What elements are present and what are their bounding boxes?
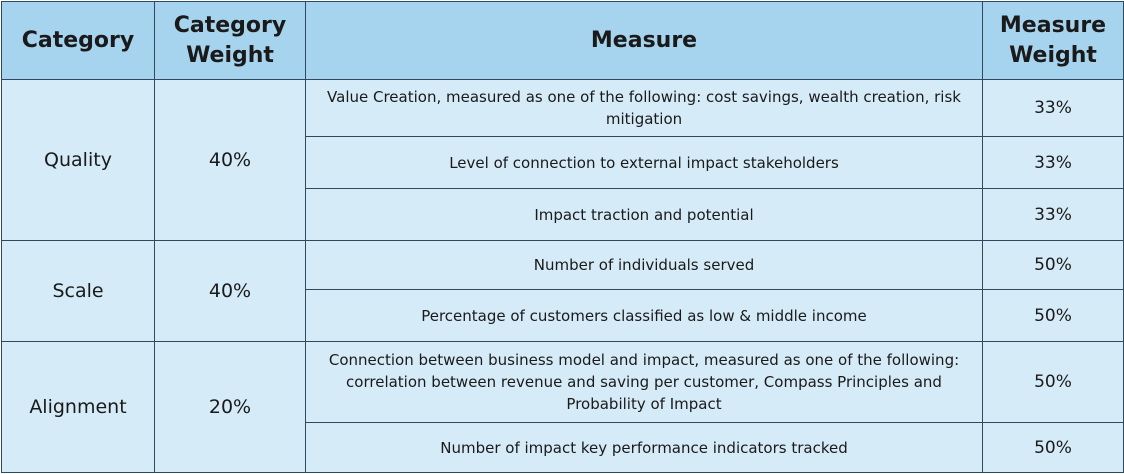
header-category: Category	[1, 1, 155, 80]
header-row: Category Category Weight Measure Measure…	[1, 1, 1124, 80]
measure-cell: Level of connection to external impact s…	[305, 136, 983, 189]
header-measure-weight: Measure Weight	[982, 1, 1124, 80]
category-weight-cell: 20%	[154, 341, 306, 473]
measure-weight-cell: 50%	[982, 289, 1124, 342]
header-category-weight: Category Weight	[154, 1, 306, 80]
measure-weight-cell: 50%	[982, 240, 1124, 290]
measure-cell: Number of impact key performance indicat…	[305, 422, 983, 473]
table-row: Percentage of customers classified as lo…	[2, 289, 1124, 342]
table-row: Number of impact key performance indicat…	[2, 422, 1124, 473]
category-cell: Quality	[1, 79, 155, 241]
table-row: Quality 40% Value Creation, measured as …	[1, 79, 1124, 241]
table-row: Scale 40% Number of individuals served 5…	[1, 240, 1124, 342]
category-weight-cell: 40%	[154, 240, 306, 342]
category-cell: Alignment	[1, 341, 155, 473]
measure-weight-cell: 50%	[982, 422, 1124, 473]
category-cell: Scale	[1, 240, 155, 342]
measure-weight-cell: 33%	[982, 188, 1124, 241]
measure-weight-cell: 33%	[982, 79, 1124, 137]
category-weight-cell: 40%	[154, 79, 306, 241]
measure-weight-cell: 50%	[982, 341, 1124, 423]
header-measure: Measure	[305, 1, 983, 80]
table-row: Level of connection to external impact s…	[2, 136, 1124, 189]
measure-cell: Percentage of customers classified as lo…	[305, 289, 983, 342]
measure-cell: Connection between business model and im…	[305, 341, 983, 423]
measure-weight-cell: 33%	[982, 136, 1124, 189]
measure-cell: Number of individuals served	[305, 240, 983, 290]
measure-cell: Impact traction and potential	[305, 188, 983, 241]
measure-cell: Value Creation, measured as one of the f…	[305, 79, 983, 137]
table-row: Alignment 20% Connection between busines…	[1, 341, 1124, 473]
